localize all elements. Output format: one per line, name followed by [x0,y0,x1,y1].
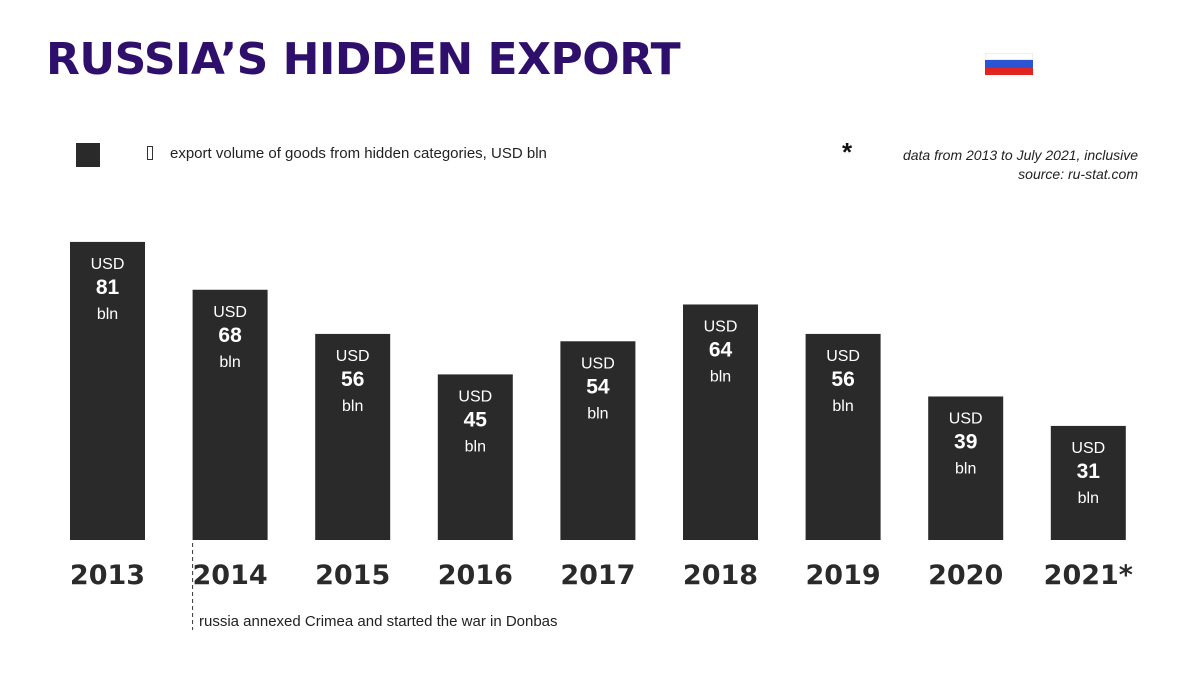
x-tick-label: 2021* [1044,560,1133,591]
x-tick-label: 2016 [438,560,513,591]
bar-label-prefix: USD [1071,440,1105,457]
bar-value-label: 68 [218,324,242,347]
x-tick-label: 2019 [806,560,881,591]
footnote-line-1: data from 2013 to July 2021, inclusive [902,147,1138,163]
bar-label-suffix: bln [710,368,731,385]
bar-label-prefix: USD [949,410,983,427]
bar-2014 [192,289,268,540]
bar-value-label: 56 [831,368,854,391]
bar-value-label: 39 [954,430,977,453]
bar-value-label: 64 [709,338,733,361]
annotation-text: russia annexed Crimea and started the wa… [199,613,558,630]
bar-2018 [683,304,758,540]
footnote: data from 2013 to July 2021, inclusive s… [903,146,1138,184]
bar-label-prefix: USD [213,304,247,321]
bar-2017 [560,341,636,540]
bar-2015 [315,333,391,540]
bar-label-suffix: bln [832,398,853,415]
bar-label-suffix: bln [955,460,976,477]
bar-2013 [70,241,145,541]
bar-label-suffix: bln [219,354,240,371]
bar-label-prefix: USD [91,256,125,273]
bar-2019 [805,333,881,540]
bar-2016 [437,374,513,540]
bar-label-suffix: bln [97,306,118,323]
page-title: RUSSIA’S HIDDEN EXPORT [46,34,681,85]
bar-value-label: 56 [341,368,364,391]
russia-flag-icon [985,53,1033,75]
bar-label-prefix: USD [458,388,492,405]
unknown-glyph-icon [147,146,153,160]
footnote-line-2: source: ru-stat.com [1018,166,1138,182]
bar-label-suffix: bln [342,398,363,415]
bar-label-prefix: USD [826,348,860,365]
bar-value-label: 54 [586,375,610,398]
bar-2020 [928,396,1004,540]
bar-label-prefix: USD [336,348,370,365]
x-tick-label: 2013 [70,560,145,591]
x-tick-label: 2015 [315,560,390,591]
bar-label-suffix: bln [587,405,608,422]
bar-label-prefix: USD [704,318,738,335]
footnote-asterisk: * [842,137,853,167]
bar-label-suffix: bln [465,438,486,455]
legend-label: export volume of goods from hidden categ… [170,145,547,162]
bar-value-label: 81 [96,276,120,299]
legend-swatch [76,143,100,167]
x-tick-label: 2017 [560,560,635,591]
bar-value-label: 31 [1077,460,1101,483]
x-tick-label: 2018 [683,560,758,591]
bar-2021* [1050,425,1126,540]
x-tick-label: 2020 [928,560,1003,591]
x-tick-label: 2014 [193,560,268,591]
bar-value-label: 45 [464,408,488,431]
bar-label-prefix: USD [581,355,615,372]
bar-label-suffix: bln [1078,490,1099,507]
